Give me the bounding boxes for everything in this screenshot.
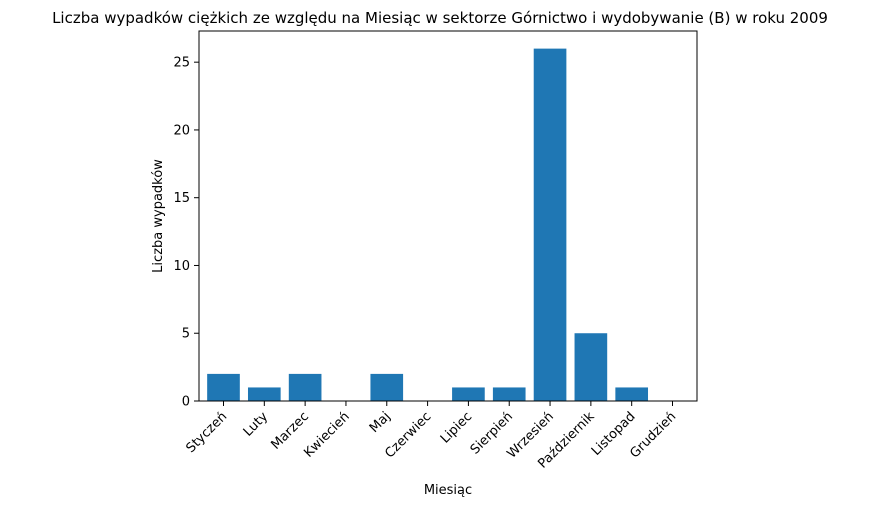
y-tick-label-3: 15 bbox=[173, 191, 190, 206]
bar-5 bbox=[370, 373, 404, 401]
y-axis-label: Liczba wypadków bbox=[151, 159, 166, 273]
x-axis-label: Miesiąc bbox=[424, 483, 472, 498]
bars-group bbox=[207, 48, 649, 401]
y-tick-label-4: 20 bbox=[173, 123, 190, 138]
bar-8 bbox=[492, 387, 526, 401]
y-tick-label-2: 10 bbox=[173, 259, 190, 274]
y-tick-label-1: 5 bbox=[182, 327, 190, 342]
bar-10 bbox=[574, 333, 608, 401]
y-axis-ticks: 0 5 10 15 20 25 bbox=[173, 56, 199, 410]
chart-title: Liczba wypadków ciężkich ze względu na M… bbox=[52, 9, 828, 27]
bar-9 bbox=[533, 48, 567, 401]
bar-1 bbox=[207, 373, 240, 401]
bar-7 bbox=[452, 387, 485, 401]
bar-3 bbox=[288, 373, 322, 401]
x-tick-label-2: Luty bbox=[241, 409, 272, 440]
y-tick-label-5: 25 bbox=[173, 56, 190, 71]
bar-2 bbox=[247, 387, 281, 401]
bar-11 bbox=[615, 387, 649, 401]
plot-frame bbox=[198, 30, 698, 402]
y-tick-label-0: 0 bbox=[182, 395, 190, 410]
x-tick-label-1: Styczeń bbox=[183, 409, 230, 456]
x-tick-label-7: Lipiec bbox=[438, 409, 475, 446]
x-tick-label-5: Maj bbox=[367, 409, 394, 436]
